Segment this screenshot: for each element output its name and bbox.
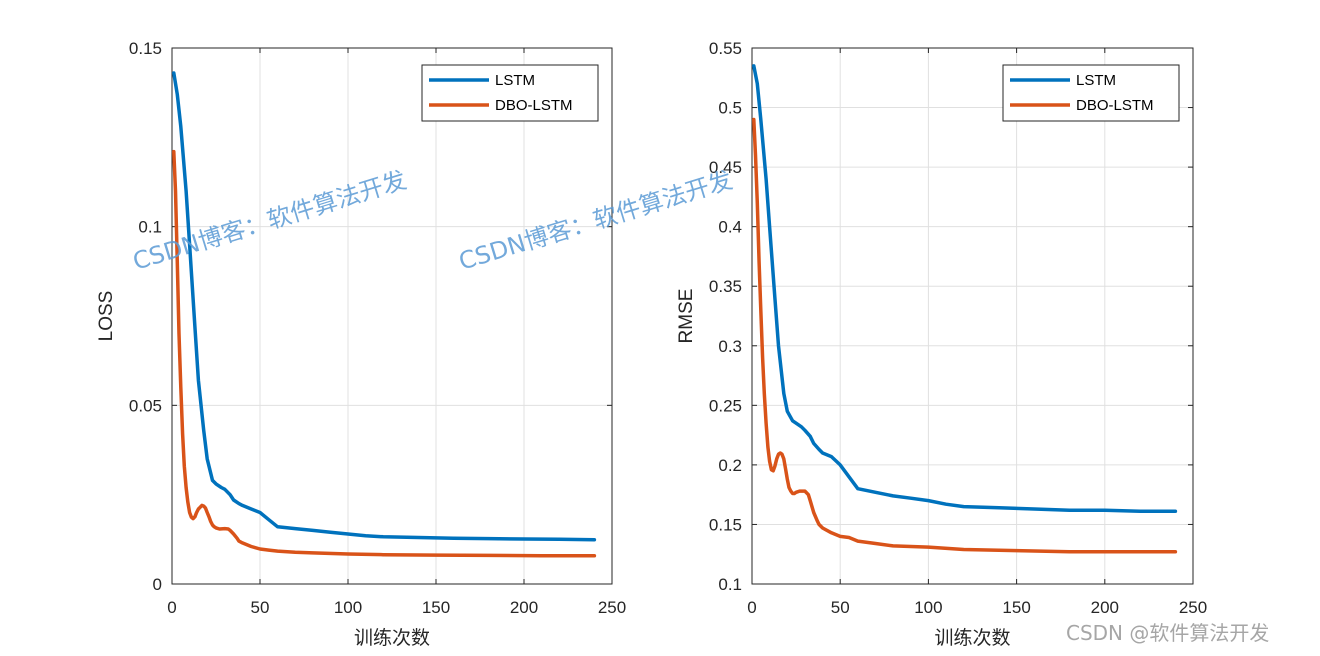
y-tick-label: 0.55 [709,39,742,58]
x-tick-label: 200 [510,598,538,617]
y-tick-label: 0.4 [718,218,742,237]
legend-label-lstm: LSTM [495,72,535,89]
series-line-lstm [172,71,597,542]
x-tick-label: 100 [914,598,942,617]
plot-area-frame [171,47,613,585]
x-tick-label: 250 [1179,598,1207,617]
x-tick-label: 0 [747,598,756,617]
series-line-lstm [752,64,1178,514]
y-tick-label: 0.1 [138,218,162,237]
plot-area-frame [751,47,1194,585]
series-line-dbo-lstm [172,149,597,558]
x-tick-label: 200 [1091,598,1119,617]
loss-chart-panel: 0 50 100 150 200 250 0 0.05 0.1 0.15 训练次数 LOSS LSTM D… [96,39,626,649]
y-tick-label: 0 [153,575,162,594]
y-tick-label: 0.45 [709,158,742,177]
legend-box [421,64,599,122]
y-tick-label: 0.2 [718,456,742,475]
x-axis-label: 训练次数 [354,627,430,649]
y-tick-label: 0.25 [709,396,742,415]
legend-box [1002,64,1180,122]
legend-label-lstm: LSTM [1076,72,1116,89]
x-tick-label: 0 [167,598,176,617]
x-tick-label: 150 [422,598,450,617]
y-axis-label: RMSE [676,289,697,344]
y-tick-label: 0.3 [718,337,742,356]
x-tick-label: 250 [598,598,626,617]
x-tick-label: 100 [334,598,362,617]
watermark-center: CSDN博客：软件算法开发 [456,166,736,276]
y-tick-label: 0.1 [718,575,742,594]
y-axis-label: LOSS [96,291,117,342]
y-tick-label: 0.15 [129,39,162,58]
rmse-chart-panel: 0 50 100 150 200 250 0.1 0.15 0.2 0.25 0.3 0.35 0.4 0… [676,39,1207,649]
y-tick-label: 0.15 [709,515,742,534]
x-tick-label: 50 [831,598,850,617]
x-tick-label: 50 [251,598,270,617]
y-tick-label: 0.35 [709,277,742,296]
y-tick-label: 0.5 [718,99,742,118]
x-axis-label: 训练次数 [934,627,1010,649]
y-tick-label: 0.05 [129,396,162,415]
watermark-corner: CSDN @软件算法开发 [1066,621,1269,645]
legend-label-dbo-lstm: DBO-LSTM [1076,97,1154,114]
x-tick-label: 150 [1002,598,1030,617]
legend-label-dbo-lstm: DBO-LSTM [495,97,573,114]
series-line-dbo-lstm [752,117,1178,554]
